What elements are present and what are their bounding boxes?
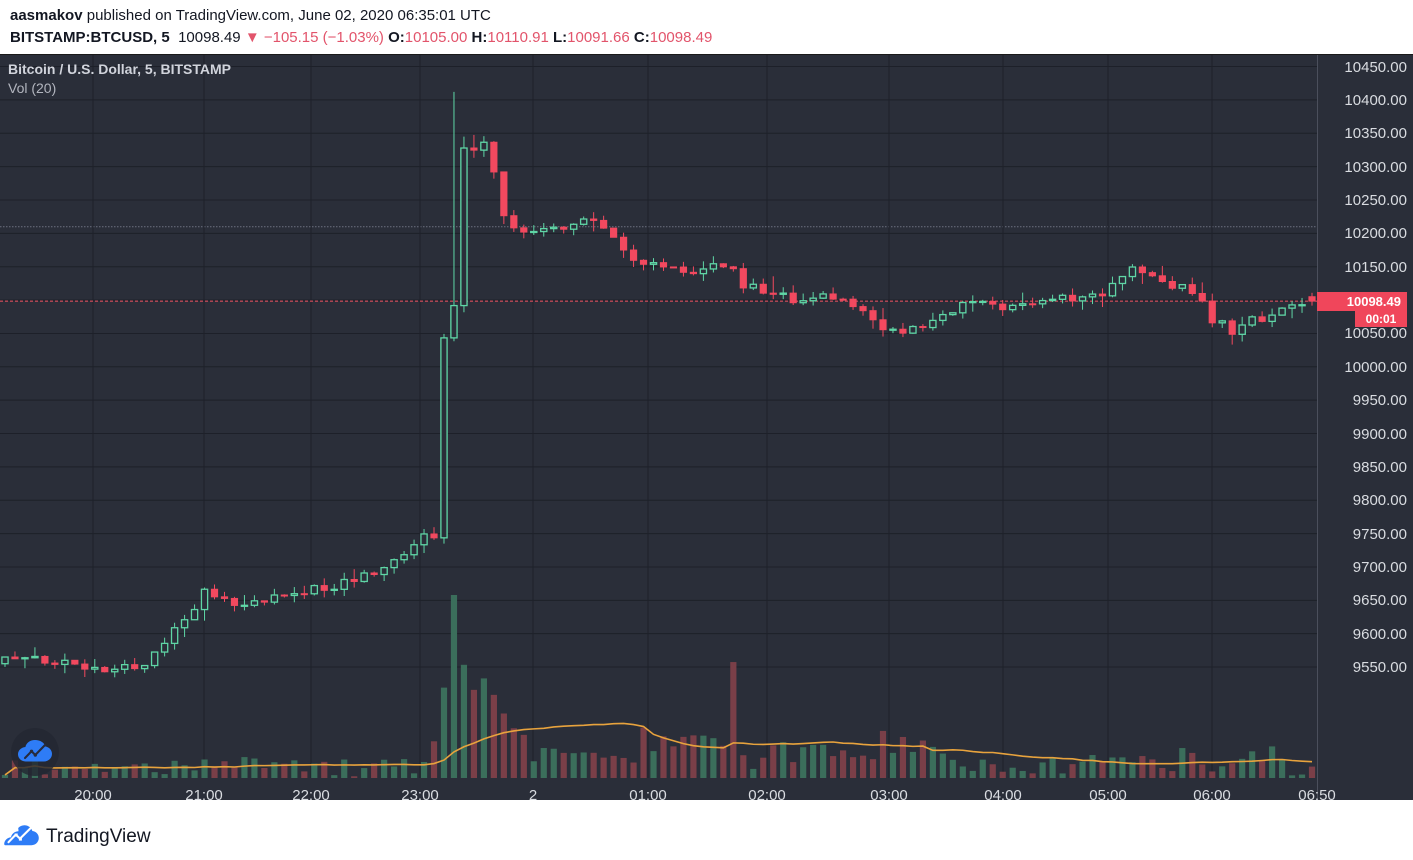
svg-text:TradingView: TradingView [46, 826, 151, 847]
